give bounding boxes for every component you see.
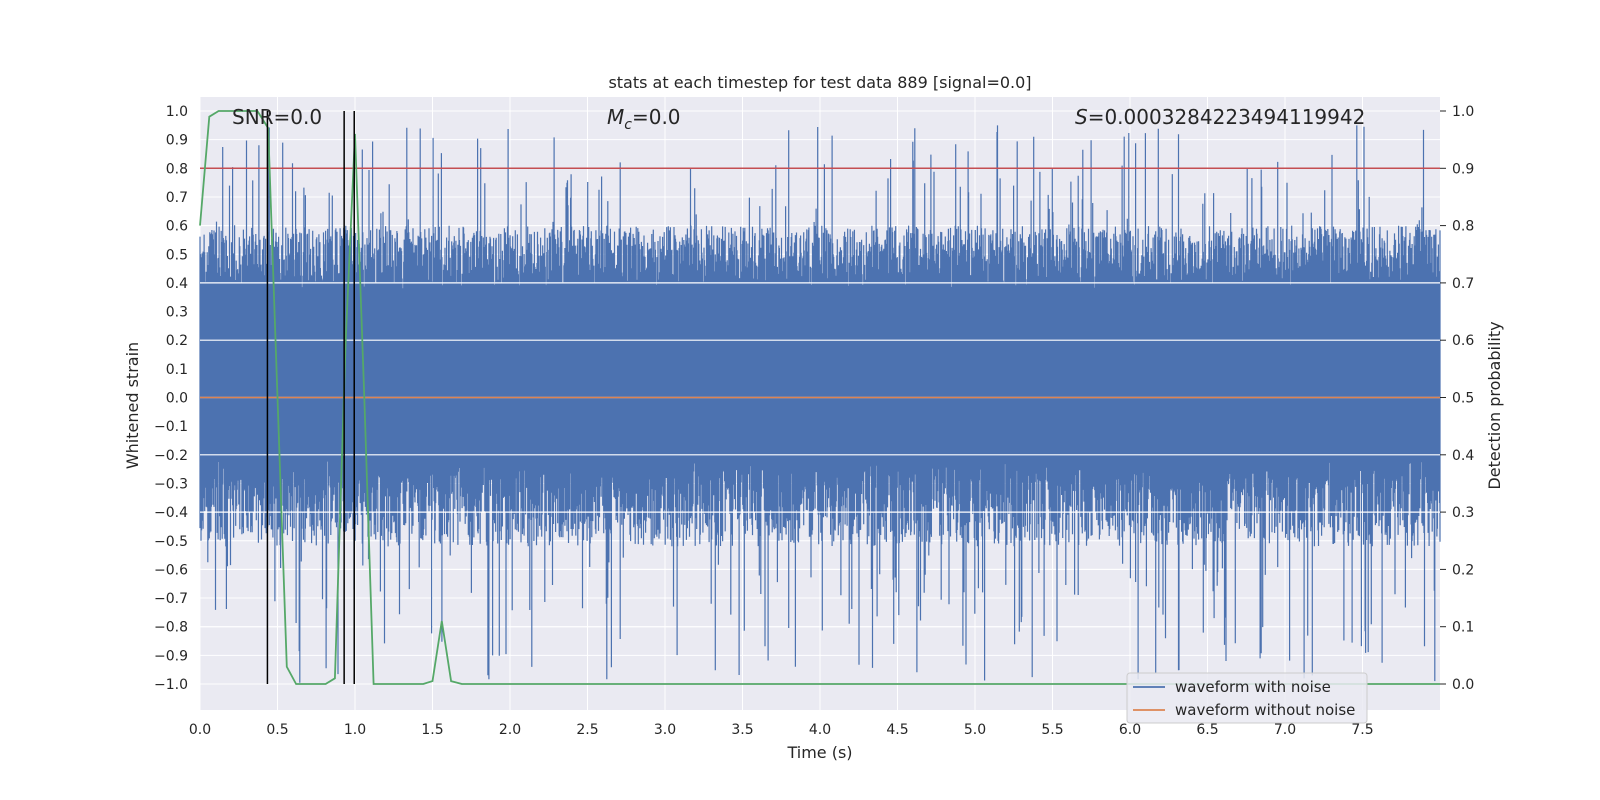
y2-tick-label: 0.0 bbox=[1452, 677, 1474, 693]
y2-tick-label: 0.7 bbox=[1452, 276, 1474, 292]
y-tick-label: 0.7 bbox=[166, 190, 188, 206]
annotation-mc: Mc=0.0 bbox=[607, 105, 681, 133]
y-tick-label: −0.9 bbox=[154, 648, 188, 664]
y2-tick-label: 0.5 bbox=[1452, 391, 1474, 407]
y2-tick-label: 0.3 bbox=[1452, 505, 1474, 521]
y2-tick-label: 1.0 bbox=[1452, 104, 1474, 120]
y2-tick-label: 0.6 bbox=[1452, 333, 1474, 349]
x-tick-label: 2.5 bbox=[576, 722, 598, 738]
y2-tick-label: 0.4 bbox=[1452, 448, 1474, 464]
x-tick-label: 1.0 bbox=[344, 722, 366, 738]
y-tick-label: 0.1 bbox=[166, 362, 188, 378]
y-tick-label: 1.0 bbox=[166, 104, 188, 120]
y-tick-label: 0.8 bbox=[166, 161, 188, 177]
x-tick-label: 2.0 bbox=[499, 722, 521, 738]
y-tick-label: −1.0 bbox=[154, 677, 188, 693]
y2-tick-label: 0.9 bbox=[1452, 161, 1474, 177]
x-tick-label: 7.5 bbox=[1351, 722, 1373, 738]
y-tick-label: 0.3 bbox=[166, 305, 188, 321]
y-tick-label: −0.2 bbox=[154, 448, 188, 464]
y-tick-label: 0.6 bbox=[166, 219, 188, 235]
y-tick-label: 0.4 bbox=[166, 276, 188, 292]
y-tick-label: −0.3 bbox=[154, 476, 188, 492]
y-tick-label: −0.7 bbox=[154, 591, 188, 607]
detection-probability-line bbox=[199, 110, 1440, 685]
y-tick-label: −0.8 bbox=[154, 620, 188, 636]
annotation-snr: SNR=0.0 bbox=[232, 105, 322, 129]
x-tick-label: 5.0 bbox=[964, 722, 986, 738]
y-tick-label: 0.9 bbox=[166, 133, 188, 149]
legend-label: waveform with noise bbox=[1175, 678, 1331, 696]
x-tick-label: 6.0 bbox=[1119, 722, 1141, 738]
annotation-s: S=0.0003284223494119942 bbox=[1075, 105, 1365, 129]
x-tick-label: 3.5 bbox=[731, 722, 753, 738]
x-tick-label: 5.5 bbox=[1041, 722, 1063, 738]
y2-axis-label: Detection probability bbox=[1485, 321, 1504, 489]
y-tick-label: −0.5 bbox=[154, 534, 188, 550]
y-tick-label: −0.4 bbox=[154, 505, 188, 521]
x-tick-label: 4.5 bbox=[886, 722, 908, 738]
y-tick-label: 0.0 bbox=[166, 391, 188, 407]
y-tick-label: −0.1 bbox=[154, 419, 188, 435]
x-tick-label: 0.5 bbox=[266, 722, 288, 738]
y2-tick-label: 0.2 bbox=[1452, 562, 1474, 578]
y2-tick-label: 0.1 bbox=[1452, 620, 1474, 636]
y-tick-label: −0.6 bbox=[154, 562, 188, 578]
legend-label: waveform without noise bbox=[1175, 701, 1355, 719]
y-tick-label: 0.5 bbox=[166, 247, 188, 263]
x-tick-label: 1.5 bbox=[421, 722, 443, 738]
legend-box bbox=[1126, 672, 1368, 724]
y2-tick-label: 0.8 bbox=[1452, 219, 1474, 235]
x-tick-label: 7.0 bbox=[1274, 722, 1296, 738]
x-tick-label: 0.0 bbox=[189, 722, 211, 738]
chart-title: stats at each timestep for test data 889… bbox=[608, 73, 1031, 92]
y-axis-label: Whitened strain bbox=[123, 342, 142, 469]
x-tick-label: 4.0 bbox=[809, 722, 831, 738]
y-tick-label: 0.2 bbox=[166, 333, 188, 349]
x-tick-label: 3.0 bbox=[654, 722, 676, 738]
x-tick-label: 6.5 bbox=[1196, 722, 1218, 738]
x-axis-label: Time (s) bbox=[786, 743, 852, 762]
waveform-with-noise-line bbox=[199, 125, 1441, 683]
